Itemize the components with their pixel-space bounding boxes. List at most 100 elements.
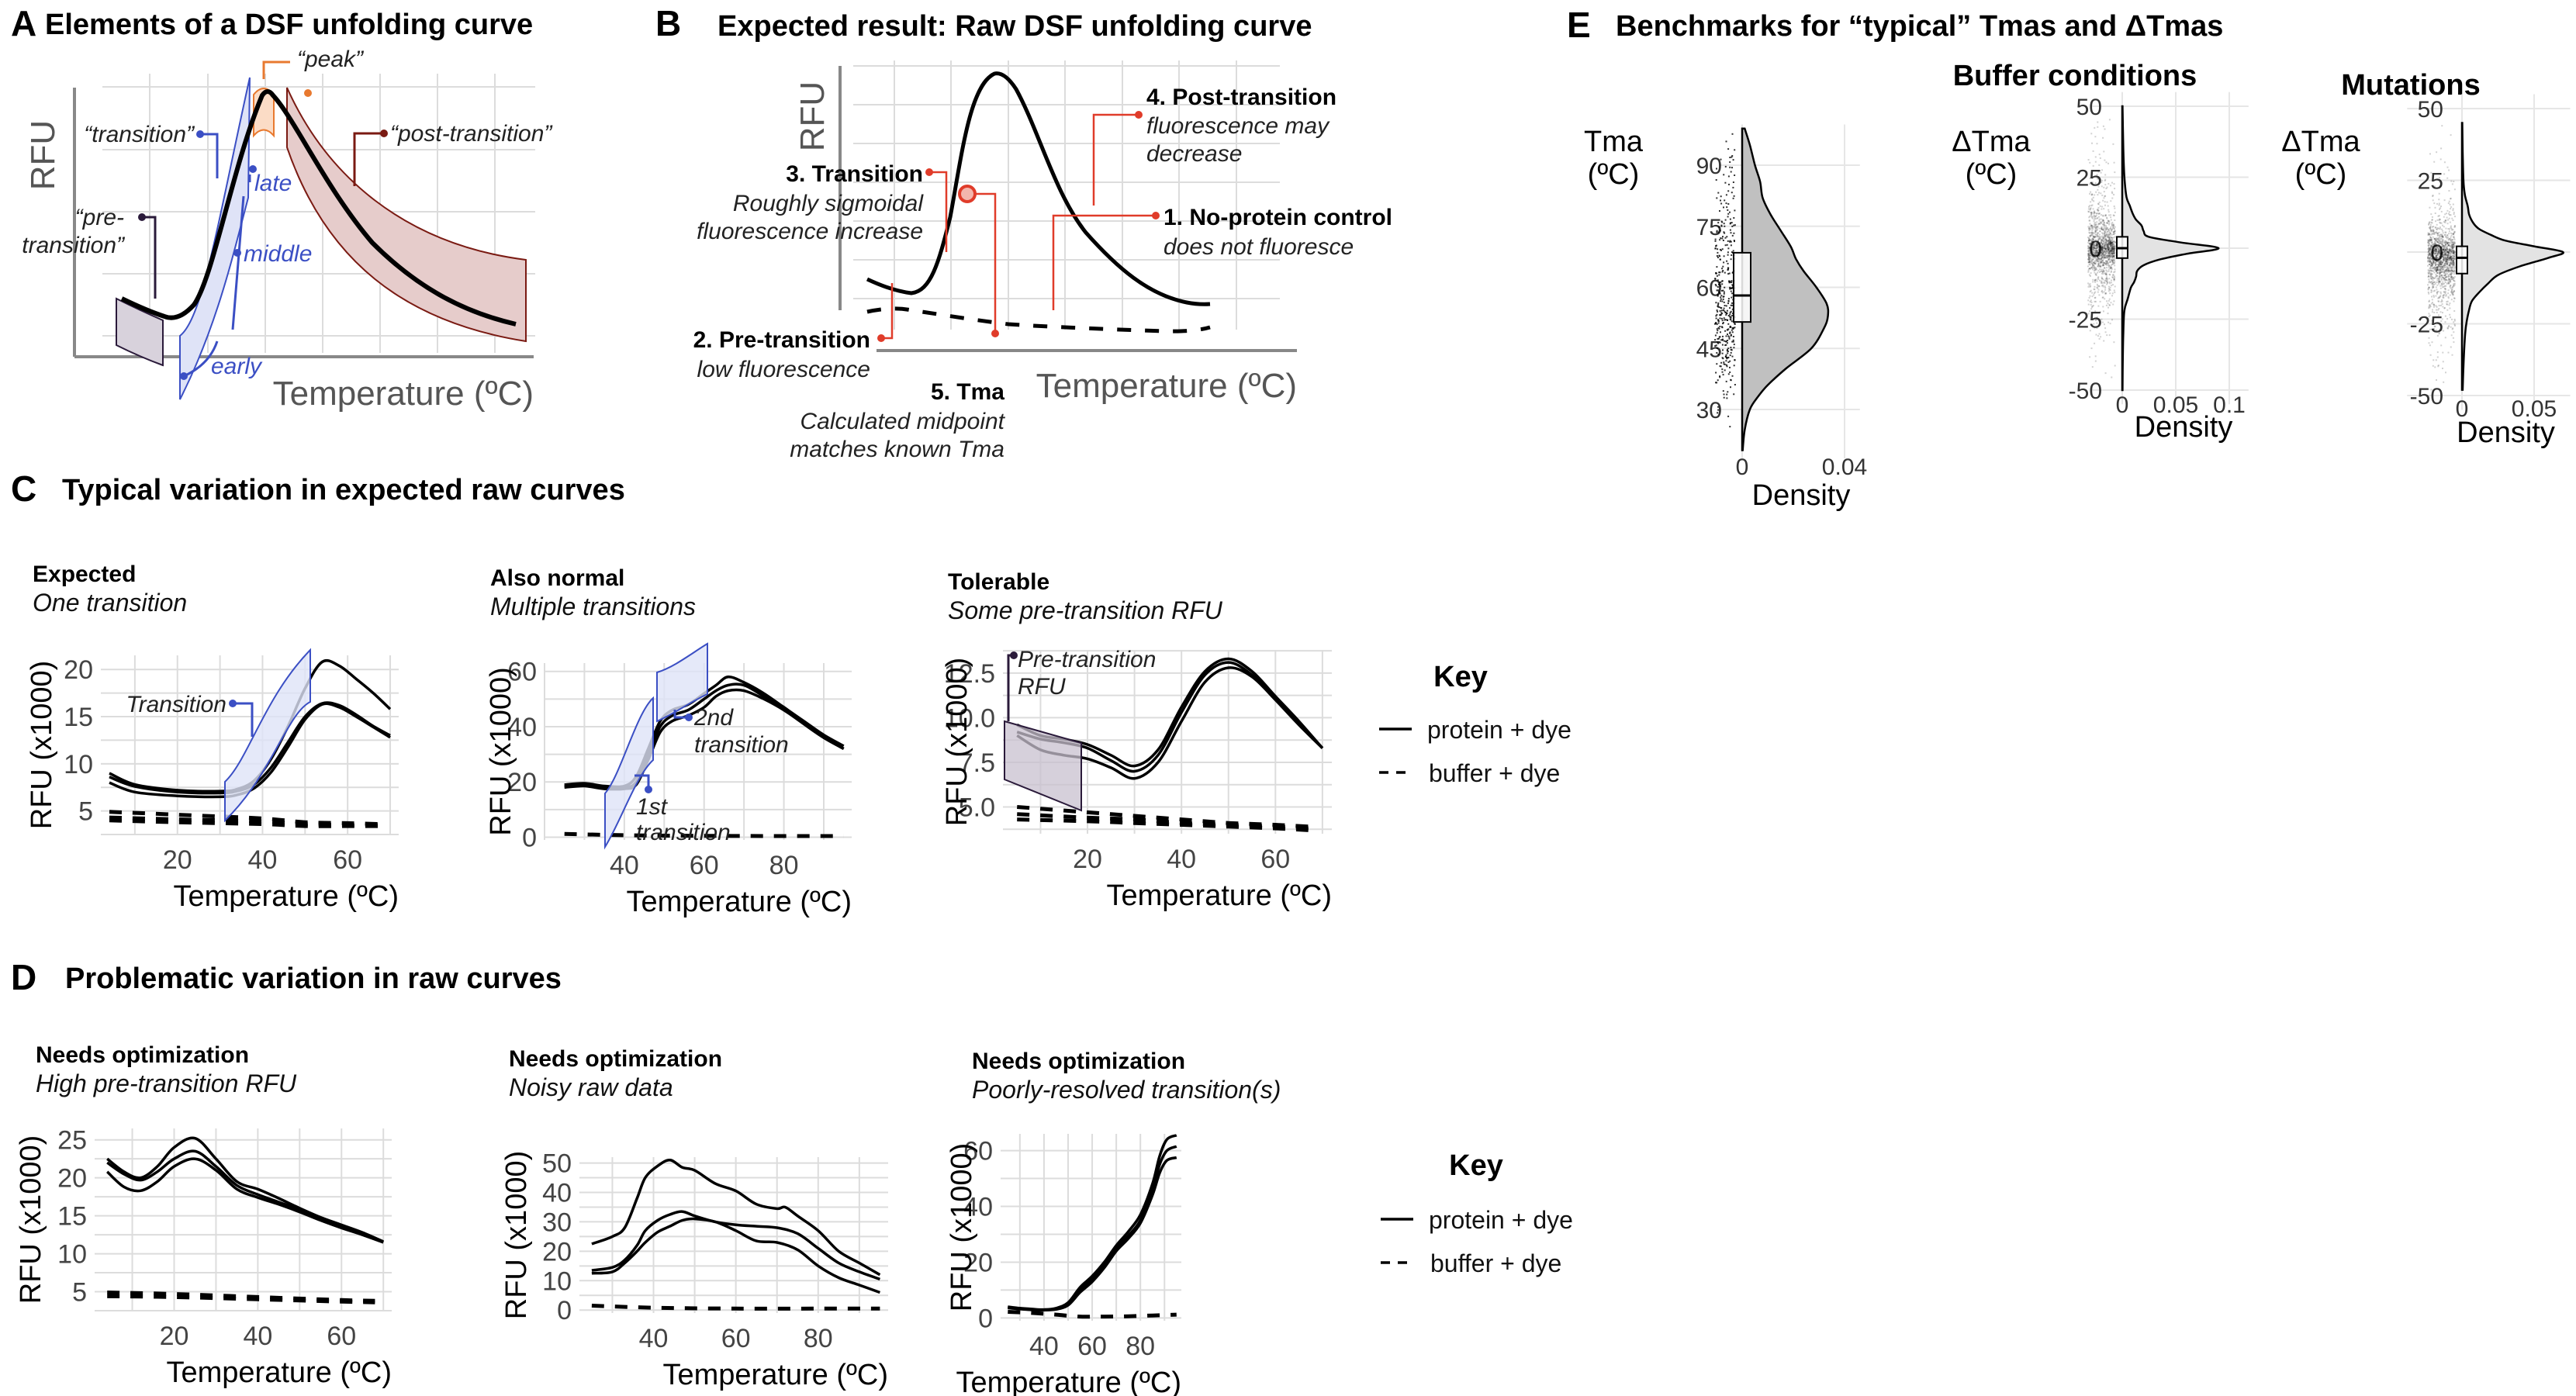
data-point: [2099, 262, 2101, 264]
data-point: [2439, 238, 2442, 240]
data-point: [2112, 240, 2114, 242]
data-point: [2441, 246, 2443, 247]
data-point: [2447, 282, 2450, 285]
data-point: [2447, 275, 2450, 277]
data-point: [1729, 331, 1731, 333]
y-tick-label: -25: [2410, 313, 2443, 338]
data-point: [2439, 265, 2441, 268]
data-point: [2091, 217, 2094, 219]
panel-e-letter: E: [1567, 5, 1591, 45]
x-tick-label: 0.05: [2512, 396, 2557, 422]
data-point: [1716, 332, 1718, 334]
data-point: [2446, 254, 2449, 257]
data-point: [2451, 278, 2453, 280]
data-point: [2450, 227, 2453, 230]
data-point: [2093, 254, 2095, 256]
data-point: [2445, 248, 2447, 251]
data-point: [2429, 282, 2432, 284]
data-point: [2107, 244, 2109, 247]
data-point: [2429, 268, 2431, 270]
data-point: [2449, 307, 2451, 309]
x-tick-label: 0.05: [2153, 392, 2198, 418]
data-point: [2446, 273, 2449, 275]
data-point: [2453, 261, 2455, 264]
data-point: [2101, 291, 2103, 292]
data-point: [2113, 233, 2115, 236]
data-point: [2111, 249, 2113, 251]
data-point: [2450, 255, 2453, 257]
data-point: [2446, 251, 2449, 253]
data-point: [2445, 241, 2447, 243]
data-point: [2103, 257, 2105, 260]
panel-b-header: B Expected result: Raw DSF unfolding cur…: [655, 3, 1312, 43]
data-point: [2439, 255, 2441, 257]
data-point: [2446, 258, 2448, 261]
data-point: [1723, 301, 1725, 303]
data-point: [2442, 368, 2443, 369]
data-point: [2443, 258, 2445, 260]
data-point: [2436, 252, 2439, 254]
data-point: [2106, 201, 2108, 203]
data-point: [2114, 226, 2116, 228]
data-point: [2443, 330, 2445, 332]
data-point: [2450, 240, 2452, 242]
data-point: [2096, 253, 2098, 255]
data-point: [2441, 234, 2443, 237]
data-point: [2100, 221, 2102, 223]
data-point: [2093, 242, 2095, 244]
pre-transition-callout-line: [1007, 654, 1014, 721]
data-point: [2092, 319, 2094, 321]
data-point: [2443, 267, 2444, 269]
data-point: [2097, 240, 2100, 242]
data-point: [2098, 250, 2101, 251]
data-point: [2111, 252, 2113, 254]
data-point: [2430, 263, 2433, 265]
data-point: [2094, 215, 2097, 217]
data-point: [2439, 256, 2441, 258]
data-point: [2101, 249, 2104, 251]
data-point: [2439, 256, 2441, 258]
data-point: [2101, 181, 2103, 184]
data-point: [2107, 222, 2109, 224]
data-point: [2433, 266, 2435, 268]
key-solid-label: protein + dye: [1427, 716, 1572, 744]
data-point: [1720, 249, 1722, 251]
x-tick-label: 40: [610, 851, 639, 880]
data-point: [2091, 204, 2094, 206]
y-tick-label: 10.0: [944, 703, 995, 733]
data-point: [2453, 283, 2455, 285]
data-point: [2451, 318, 2453, 320]
data-point: [2430, 254, 2433, 257]
data-point: [1727, 361, 1730, 363]
data-point: [2097, 253, 2100, 254]
panel-c-letter: C: [11, 468, 36, 509]
data-point: [2093, 236, 2095, 238]
data-point: [1724, 165, 1727, 168]
data-point: [2436, 151, 2438, 154]
data-point: [2450, 291, 2453, 293]
data-point: [2441, 251, 2443, 254]
data-point: [2444, 291, 2446, 293]
data-point: [2441, 283, 2443, 285]
data-point: [2090, 250, 2092, 251]
data-point: [2101, 270, 2103, 272]
data-point: [2453, 244, 2455, 247]
data-point: [2097, 258, 2100, 261]
y-tick-label: 40: [507, 713, 537, 742]
data-point: [2114, 232, 2116, 234]
data-point: [2446, 209, 2449, 212]
data-point: [2093, 219, 2095, 221]
x-tick-label: 0: [2456, 396, 2469, 422]
data-point: [2437, 291, 2439, 292]
data-point: [2429, 254, 2432, 256]
data-point: [2443, 249, 2445, 251]
data-point: [2094, 161, 2097, 163]
data-point: [2097, 209, 2099, 211]
data-point: [2445, 227, 2447, 230]
data-point: [1727, 203, 1730, 205]
data-point: [2428, 299, 2430, 302]
data-point: [2091, 306, 2094, 308]
data-point: [2109, 242, 2111, 244]
x-axis-label: Density: [1752, 479, 1851, 512]
data-point: [2438, 276, 2440, 278]
